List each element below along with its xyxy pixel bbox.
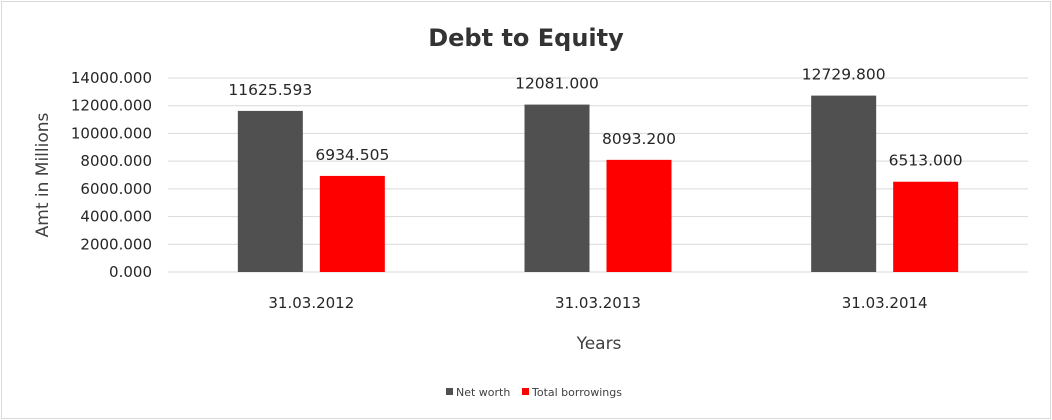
x-tick-label: 31.03.2012 bbox=[268, 294, 354, 312]
x-axis-label: Years bbox=[576, 334, 622, 354]
legend-entry: Net worth bbox=[456, 386, 510, 399]
x-axis-ticks: 31.03.2012 31.03.2013 31.03.2014 bbox=[268, 294, 927, 312]
bar bbox=[319, 175, 385, 272]
y-tick-label: 10000.000 bbox=[71, 124, 152, 142]
y-tick-label: 12000.000 bbox=[71, 97, 152, 115]
y-axis-ticks: 0.000 2000.000 4000.000 6000.000 8000.000 100… bbox=[71, 69, 152, 281]
legend-swatch bbox=[446, 388, 453, 395]
y-tick-label: 8000.000 bbox=[80, 152, 152, 170]
y-axis-label: Amt in Millions bbox=[33, 112, 53, 237]
y-tick-label: 4000.000 bbox=[80, 208, 152, 226]
data-labels: 11625.593 6934.505 12081.000 8093.200 12729.… bbox=[228, 66, 962, 170]
bar bbox=[237, 110, 303, 272]
legend-entry: Total borrowings bbox=[531, 386, 622, 399]
data-label: 8093.200 bbox=[602, 130, 676, 148]
chart-title: Debt to Equity bbox=[428, 24, 624, 52]
x-tick-label: 31.03.2013 bbox=[555, 294, 641, 312]
y-tick-label: 0.000 bbox=[109, 263, 152, 281]
bar bbox=[811, 95, 877, 272]
legend: Net worth Total borrowings bbox=[446, 386, 622, 399]
bar bbox=[524, 104, 590, 272]
data-label: 12729.800 bbox=[802, 66, 886, 84]
bar bbox=[606, 159, 672, 272]
legend-swatch bbox=[522, 388, 529, 395]
data-label: 11625.593 bbox=[228, 81, 312, 99]
x-tick-label: 31.03.2014 bbox=[842, 294, 928, 312]
data-label: 6934.505 bbox=[315, 146, 389, 164]
bar bbox=[893, 181, 959, 272]
data-label: 12081.000 bbox=[515, 75, 599, 93]
bars bbox=[237, 95, 959, 272]
data-label: 6513.000 bbox=[889, 152, 963, 170]
y-tick-label: 2000.000 bbox=[80, 235, 152, 253]
gridlines bbox=[168, 77, 1028, 273]
y-tick-label: 14000.000 bbox=[71, 69, 152, 87]
y-tick-label: 6000.000 bbox=[80, 180, 152, 198]
